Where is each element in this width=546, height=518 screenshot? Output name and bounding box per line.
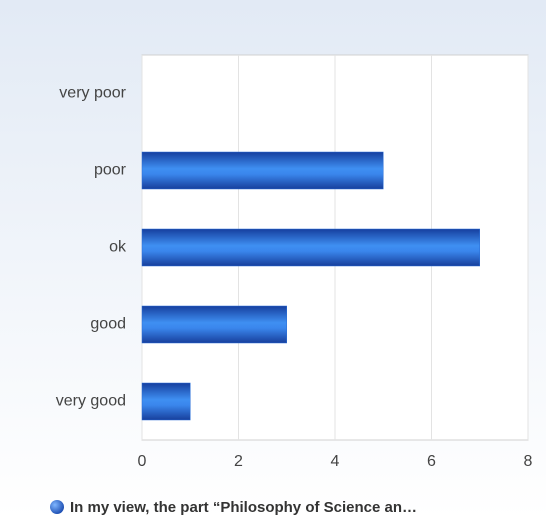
bar <box>141 305 287 344</box>
legend-label: In my view, the part “Philosophy of Scie… <box>70 499 417 516</box>
y-tick-label: good <box>90 316 126 333</box>
x-tick-label: 8 <box>524 453 533 470</box>
x-tick-label: 4 <box>331 453 340 470</box>
y-tick-label: poor <box>94 162 127 179</box>
y-tick-label: very poor <box>59 85 126 102</box>
y-tick-label: very good <box>56 393 126 410</box>
bar <box>141 382 191 421</box>
y-tick-label: ok <box>109 239 127 256</box>
bar <box>141 151 384 190</box>
legend-swatch <box>50 500 64 514</box>
x-tick-label: 2 <box>234 453 243 470</box>
bar <box>141 228 480 267</box>
x-tick-label: 0 <box>138 453 147 470</box>
x-tick-label: 6 <box>427 453 436 470</box>
